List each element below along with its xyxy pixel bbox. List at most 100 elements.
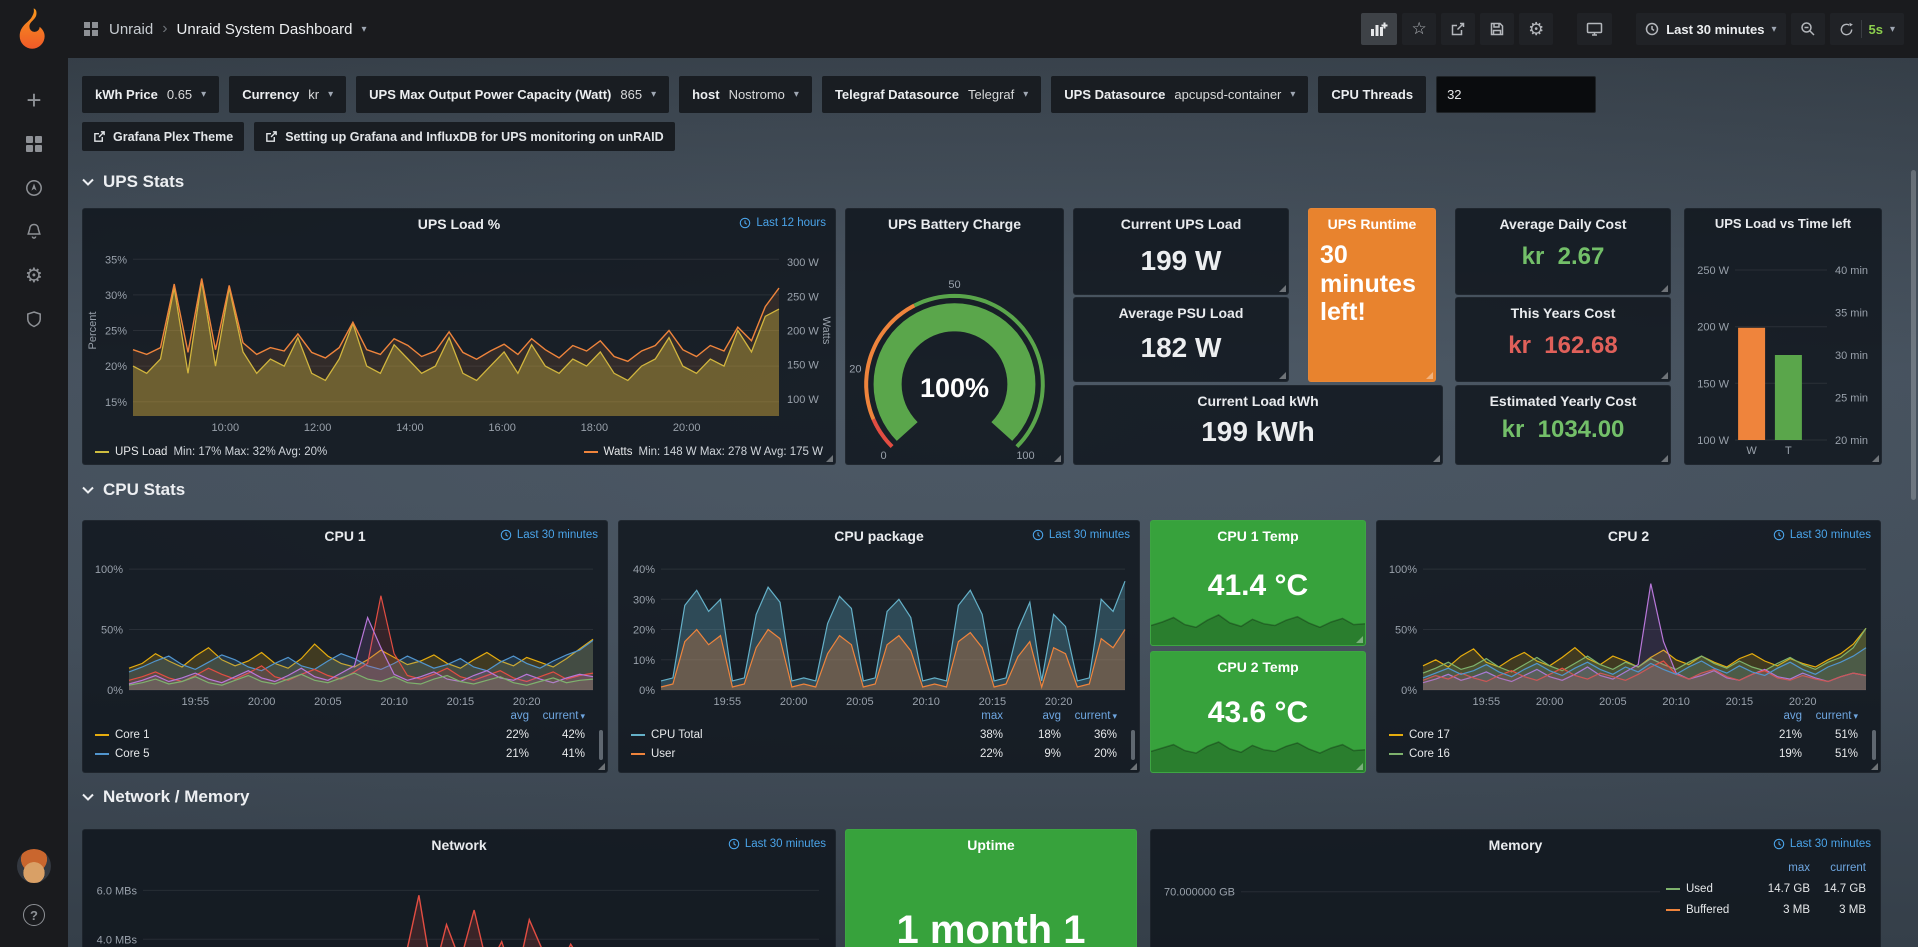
svg-text:20:05: 20:05 (1599, 696, 1627, 708)
grafana-logo[interactable] (12, 8, 56, 52)
variable-ups-datasource[interactable]: UPS Datasource apcupsd-container ▾ (1051, 76, 1309, 113)
breadcrumb-app[interactable]: Unraid (109, 20, 154, 38)
panel-title[interactable]: Memory (1488, 837, 1543, 853)
sidebar-item-create[interactable]: + (0, 78, 68, 122)
legend-row: User 22% 9% 20% (631, 748, 1131, 767)
avatar[interactable] (17, 849, 51, 883)
dashboard-settings-button[interactable]: ⚙ (1519, 13, 1554, 45)
legend-scrollbar[interactable] (599, 730, 603, 760)
refresh-button[interactable]: 5s ▾ (1829, 13, 1904, 45)
svg-text:20: 20 (849, 364, 861, 376)
sidebar-item-configuration[interactable]: ⚙ (0, 254, 68, 298)
sidebar-item-admin[interactable] (0, 298, 68, 342)
legend-column[interactable]: avg (1042, 710, 1061, 722)
add-panel-button[interactable] (1361, 13, 1398, 45)
clock-icon (1773, 529, 1785, 541)
page-scrollbar[interactable] (1911, 170, 1916, 500)
caret-down-icon[interactable]: ▾ (361, 23, 367, 35)
panel-title[interactable]: UPS Load vs Time left (1714, 216, 1852, 231)
legend-column[interactable]: avg (1783, 710, 1802, 722)
variable-currency[interactable]: Currency kr ▾ (229, 76, 347, 113)
variable-value: Nostromo (728, 87, 785, 102)
section-ups-stats[interactable]: UPS Stats (82, 172, 184, 192)
variable-label: host (692, 87, 720, 102)
save-button[interactable] (1480, 13, 1515, 45)
legend-item[interactable]: UPS Load Min: 17% Max: 32% Avg: 20% (95, 446, 327, 458)
variable-host[interactable]: host Nostromo ▾ (679, 76, 812, 113)
breadcrumb-dashboard-title[interactable]: Unraid System Dashboard (176, 20, 353, 38)
svg-text:35%: 35% (105, 254, 127, 266)
panel-title[interactable]: Estimated Yearly Cost (1489, 393, 1637, 409)
breadcrumb-separator-icon: › (162, 20, 168, 37)
variable-label: Telegraf Datasource (834, 87, 959, 102)
panel-title[interactable]: Current Load kWh (1197, 393, 1319, 409)
star-button[interactable]: ☆ (1402, 13, 1437, 45)
time-range-picker[interactable]: Last 30 minutes ▾ (1636, 13, 1786, 45)
legend-column[interactable]: current ▾ (1815, 710, 1858, 722)
svg-text:20:00: 20:00 (1536, 696, 1564, 708)
legend-column[interactable]: current ▾ (1074, 710, 1117, 722)
panel-title[interactable]: CPU 2 Temp (1217, 659, 1299, 675)
ups-bars-chart[interactable]: 250 W 200 W 150 W 100 W 40 min 35 min 30 min 25… (1687, 239, 1879, 458)
svg-text:300 W: 300 W (787, 257, 819, 269)
variable-kwh-price[interactable]: kWh Price 0.65 ▾ (82, 76, 220, 113)
panel-title[interactable]: CPU 2 (1607, 528, 1650, 544)
cpu2-chart[interactable]: 100% 50% 0% 19:55 20:00 20:05 20:10 20:15 20:20 (1379, 549, 1878, 710)
legend-column[interactable]: max (981, 710, 1003, 722)
variable-label: UPS Datasource (1064, 87, 1166, 102)
legend-column[interactable]: current ▾ (542, 710, 585, 722)
series-marker (583, 451, 598, 453)
sidebar-item-explore[interactable] (0, 166, 68, 210)
panel-title[interactable]: Uptime (967, 837, 1015, 853)
legend-column[interactable]: avg (510, 710, 529, 722)
legend: max current Used 14.7 GB 14.7 GB Buffere… (1666, 862, 1866, 925)
panel-ups-load-vs-time-left: UPS Load vs Time left 250 W 200 W 150 W 100… (1684, 208, 1882, 465)
grid-icon[interactable] (82, 20, 100, 38)
link-ups-monitoring-guide[interactable]: Setting up Grafana and InfluxDB for UPS … (254, 122, 675, 151)
legend-scrollbar[interactable] (1131, 730, 1135, 760)
section-cpu-stats[interactable]: CPU Stats (82, 480, 185, 500)
variable-value: 865 (620, 87, 643, 102)
panel-cpu-1: CPU 1 Last 30 minutes 100% 50% 0% 19:55 20:0… (82, 520, 608, 773)
share-button[interactable] (1441, 13, 1476, 45)
svg-text:14:00: 14:00 (396, 422, 424, 434)
legend-item[interactable]: Watts Min: 148 W Max: 278 W Avg: 175 W (583, 446, 824, 458)
cpu1-chart[interactable]: 100% 50% 0% 19:55 20:00 20:05 20:10 20:15 20:20 (85, 549, 605, 710)
legend-row: Core 1 22% 42% (95, 729, 599, 748)
series-stats: Min: 148 W Max: 278 W Avg: 175 W (638, 446, 824, 458)
sidebar-item-dashboards[interactable] (0, 122, 68, 166)
zoom-out-button[interactable] (1790, 13, 1825, 45)
legend-column[interactable]: current (1830, 862, 1866, 874)
svg-text:12:00: 12:00 (304, 422, 332, 434)
panel-title[interactable]: UPS Runtime (1327, 216, 1417, 232)
panel-title[interactable]: Current UPS Load (1120, 216, 1242, 232)
ups-load-chart[interactable]: 35% 30% 25% 20% 15% 300 W 250 W 200 W 150 W 100 W… (85, 237, 833, 436)
cpu-threads-input[interactable] (1436, 76, 1597, 113)
svg-text:200 W: 200 W (1697, 322, 1729, 334)
panel-title[interactable]: UPS Load % (417, 216, 501, 232)
legend-row: Core 17 21% 51% (1389, 729, 1872, 748)
panel-title[interactable]: This Years Cost (1510, 305, 1616, 321)
sidebar-item-alerting[interactable] (0, 210, 68, 254)
cycle-view-button[interactable] (1577, 13, 1613, 45)
panel-title[interactable]: CPU 1 (324, 528, 366, 544)
variable-ups-max-output[interactable]: UPS Max Output Power Capacity (Watt) 865… (356, 76, 670, 113)
legend-scrollbar[interactable] (1872, 730, 1876, 760)
variable-telegraf-datasource[interactable]: Telegraf Datasource Telegraf ▾ (821, 76, 1042, 113)
panel-title[interactable]: CPU package (834, 528, 924, 544)
panel-title[interactable]: CPU 1 Temp (1217, 528, 1299, 544)
memory-chart[interactable]: 70.000000 GB60.000000 GB50.000000 GB19:5… (1153, 858, 1670, 947)
legend-row: CPU Total 38% 18% 36% (631, 729, 1131, 748)
link-grafana-plex-theme[interactable]: Grafana Plex Theme (82, 122, 245, 151)
panel-memory: Memory Last 30 minutes 70.000000 GB60.00… (1150, 829, 1881, 947)
variable-cpu-threads: CPU Threads (1318, 76, 1427, 113)
panel-title[interactable]: Average PSU Load (1118, 305, 1244, 321)
panel-title[interactable]: Network (431, 837, 487, 853)
panel-title[interactable]: Average Daily Cost (1499, 216, 1627, 232)
section-network-memory[interactable]: Network / Memory (82, 787, 249, 807)
cpu-package-chart[interactable]: 40% 30% 20% 10% 0% 19:55 20:00 20:05 20:10 20:15 2… (621, 549, 1137, 710)
panel-title[interactable]: UPS Battery Charge (887, 216, 1022, 232)
sidebar-item-help[interactable]: ? (0, 893, 68, 937)
legend-column[interactable]: max (1788, 862, 1810, 874)
